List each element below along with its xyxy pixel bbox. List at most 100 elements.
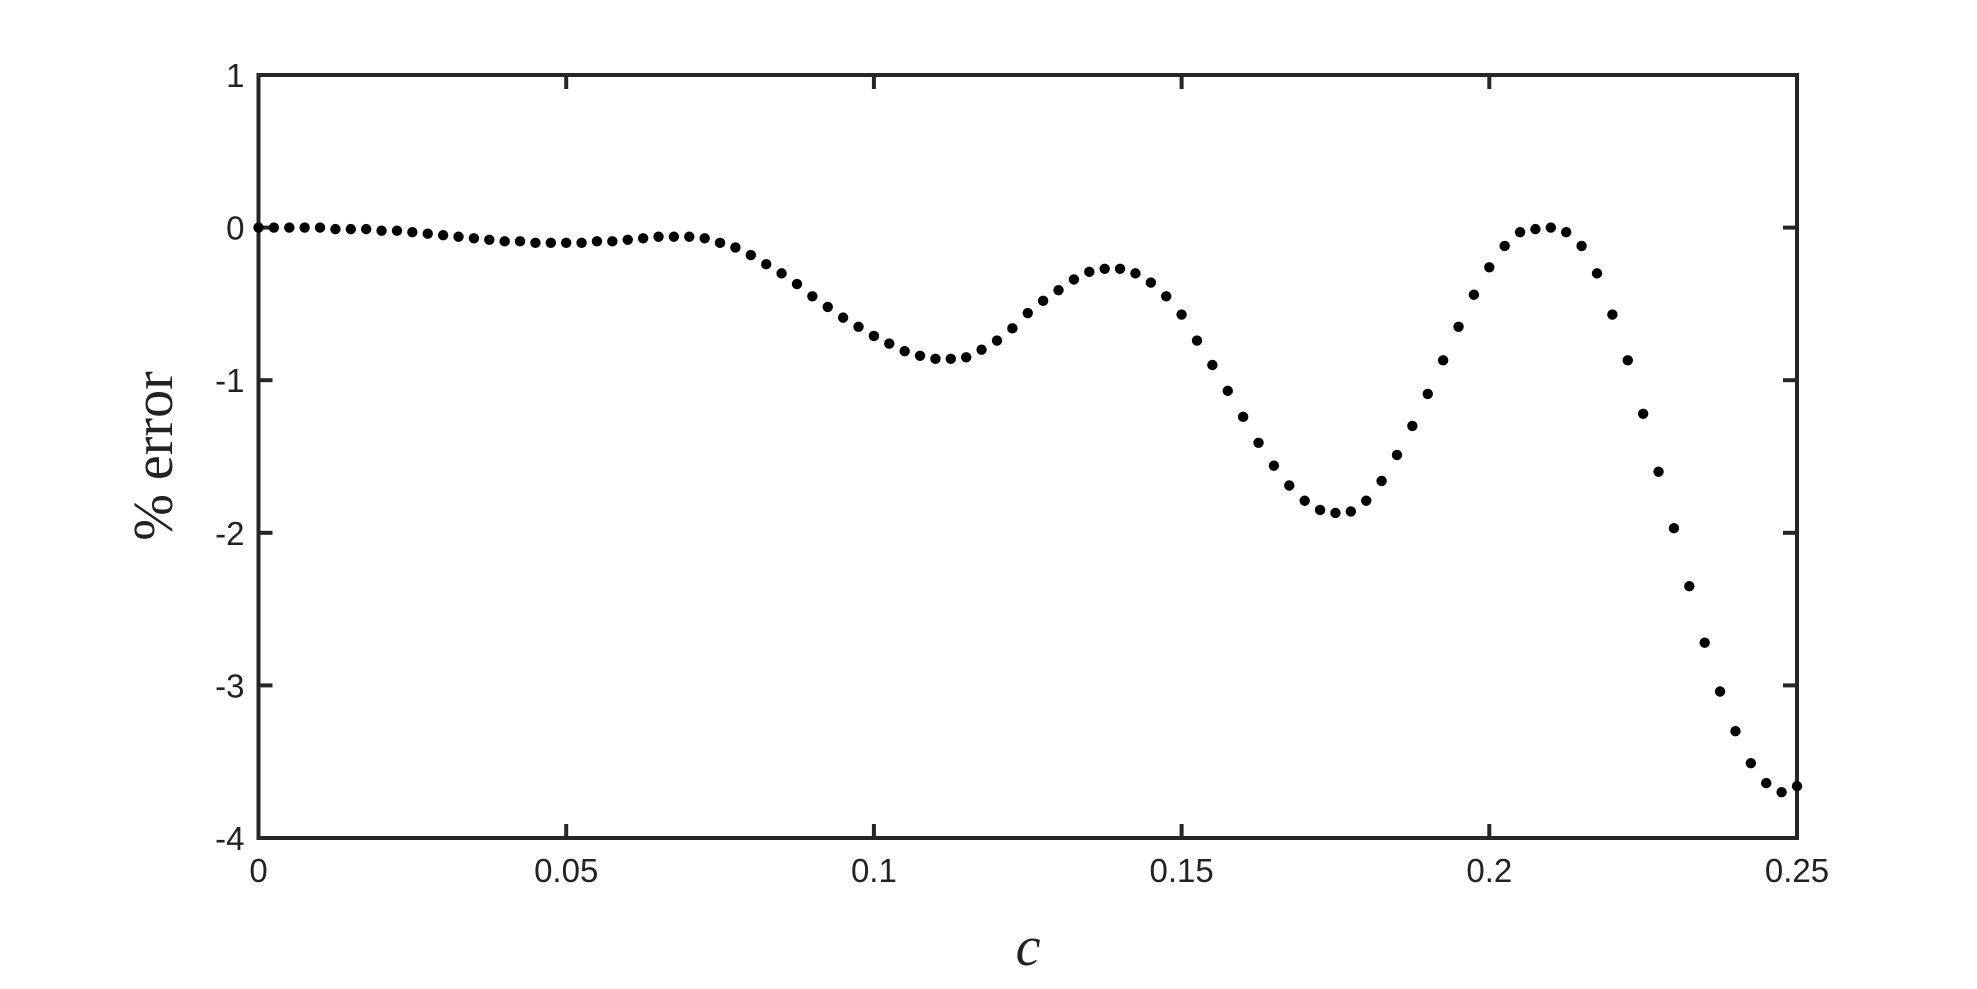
data-point [1053, 284, 1064, 296]
data-point [961, 352, 972, 363]
data-point [1668, 523, 1680, 534]
data-point [976, 344, 987, 355]
x-tick-label: 0 [249, 852, 267, 889]
data-point [314, 222, 326, 233]
data-point [1622, 355, 1633, 366]
data-point [484, 234, 495, 246]
data-point [1037, 295, 1049, 307]
data-point [914, 350, 926, 361]
data-point [268, 222, 280, 233]
data-point [1684, 581, 1695, 592]
x-tick-label: 0.15 [1149, 852, 1213, 889]
data-point [1761, 777, 1772, 789]
data-point [1314, 504, 1326, 516]
data-point [437, 230, 449, 241]
data-point [1084, 266, 1095, 278]
data-point [1653, 466, 1664, 477]
data-point [360, 223, 372, 235]
data-point [1407, 420, 1418, 432]
y-tick-label: -3 [215, 667, 244, 704]
data-point [1145, 277, 1157, 288]
data-point [1191, 335, 1203, 346]
data-point [745, 249, 757, 261]
data-point [253, 222, 264, 233]
data-point [561, 237, 572, 249]
data-point [1345, 506, 1357, 517]
data-point [1284, 480, 1295, 491]
y-tick-label: 0 [226, 210, 244, 247]
data-point [407, 226, 418, 238]
data-point [991, 335, 1003, 346]
data-point [1253, 437, 1264, 448]
data-point [1745, 758, 1757, 769]
data-point [422, 228, 433, 239]
data-point [668, 231, 680, 242]
data-point [499, 236, 510, 247]
data-point [545, 237, 557, 249]
data-point [1099, 263, 1110, 275]
data-point [1299, 495, 1310, 506]
data-point [714, 237, 726, 249]
y-axis-label: % error [123, 371, 185, 541]
data-point [1422, 388, 1433, 400]
data-point [1499, 240, 1510, 252]
x-tick-label: 0.2 [1466, 852, 1512, 889]
data-point [1237, 411, 1249, 423]
data-point [730, 242, 741, 253]
data-point [453, 231, 464, 242]
data-point [791, 278, 803, 290]
data-point [1468, 289, 1480, 300]
data-point [1376, 475, 1387, 487]
data-point [761, 259, 772, 270]
data-point [1361, 495, 1372, 506]
data-point [1207, 359, 1218, 371]
y-tick-label: -4 [215, 820, 244, 857]
data-point [1607, 309, 1618, 320]
data-point [514, 236, 526, 247]
data-point [330, 223, 341, 235]
data-point [1699, 637, 1710, 648]
data-point [284, 222, 295, 233]
y-tick-label: -2 [215, 515, 244, 552]
data-point [1791, 780, 1803, 792]
data-point [899, 346, 910, 357]
x-axis-label: c [1016, 916, 1041, 978]
y-tick-label: -1 [215, 362, 244, 399]
data-point [1330, 507, 1341, 519]
data-point [837, 312, 849, 323]
data-point [607, 236, 618, 247]
data-point [1176, 309, 1187, 320]
data-point [1453, 321, 1464, 332]
data-point [684, 231, 695, 242]
data-point [1530, 223, 1541, 235]
x-tick-label: 0.25 [1765, 852, 1829, 889]
data-point [576, 237, 587, 249]
data-point [1730, 725, 1741, 737]
data-point [1391, 449, 1403, 461]
data-point [637, 233, 649, 244]
y-tick-label: 1 [226, 57, 244, 94]
data-point [468, 233, 480, 244]
data-point [1714, 686, 1726, 697]
data-point [1068, 274, 1080, 285]
data-point [945, 353, 957, 365]
data-point [591, 236, 603, 247]
data-point [391, 225, 403, 236]
data-point [1222, 385, 1233, 397]
data-point [1545, 222, 1557, 233]
data-point [1268, 460, 1280, 471]
x-tick-label: 0.1 [851, 852, 897, 889]
data-point [376, 225, 387, 236]
data-point [1130, 268, 1141, 279]
x-tick-label: 0.05 [534, 852, 598, 889]
plot-frame [256, 73, 1799, 840]
data-point [653, 231, 664, 242]
data-point [1514, 226, 1526, 238]
data-point [1007, 323, 1018, 334]
data-point [1161, 291, 1172, 302]
data-point [822, 301, 833, 313]
data-point [1484, 262, 1495, 273]
data-point [776, 268, 787, 279]
